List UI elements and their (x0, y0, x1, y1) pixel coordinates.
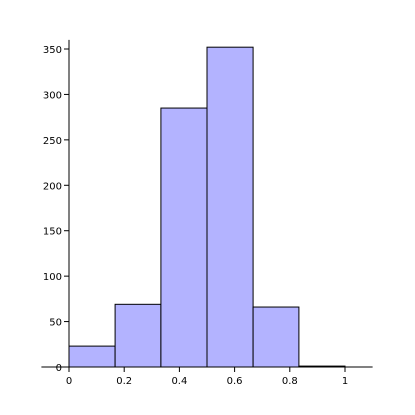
y-tick-label: 100 (43, 272, 62, 283)
bar (252, 306, 300, 368)
y-tick-label: 150 (43, 227, 62, 238)
x-tick-label: 0.2 (116, 376, 132, 387)
x-tick-label: 0.4 (171, 376, 187, 387)
y-tick-label: 200 (43, 181, 62, 192)
bar (68, 345, 116, 368)
x-tick-label: 0.6 (227, 376, 243, 387)
y-tick-label: 0 (56, 363, 62, 374)
x-tick-label: 0 (66, 376, 72, 387)
bar (206, 46, 254, 368)
y-tick-label: 250 (43, 136, 62, 147)
y-tick-label: 350 (43, 45, 62, 56)
x-tick-label: 0.8 (282, 376, 298, 387)
y-tick-label: 50 (49, 318, 62, 329)
bar (160, 107, 208, 368)
bar (114, 303, 162, 368)
y-tick-label: 300 (43, 90, 62, 101)
x-tick-label: 1 (342, 376, 348, 387)
